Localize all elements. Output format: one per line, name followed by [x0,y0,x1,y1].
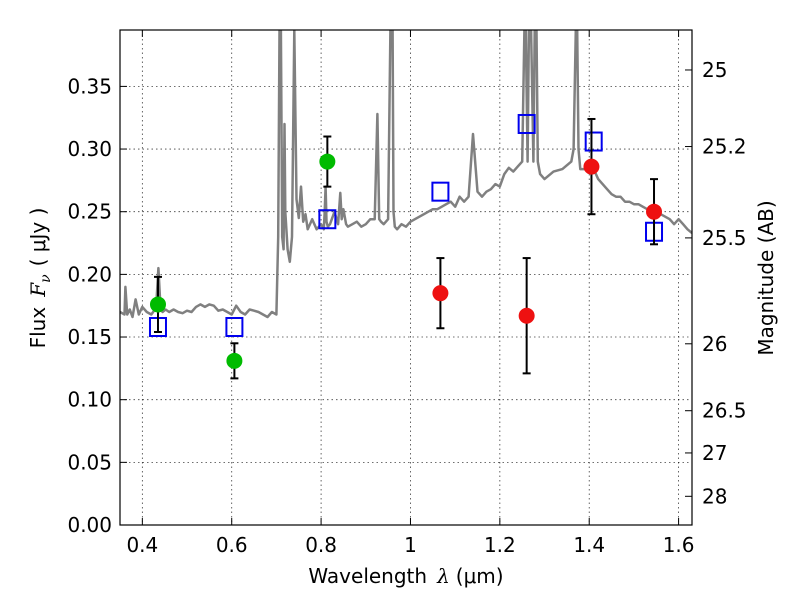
x-tick-label: 1.2 [484,533,516,557]
x-tick-label: 1.4 [573,533,605,557]
x-tick-label: 0.6 [216,533,248,557]
plot-frame [119,29,693,526]
x-tick-label: 0.8 [305,533,337,557]
x-tick-label: 1.6 [663,533,695,557]
model-spectrum [120,30,692,319]
observed-point [149,296,166,313]
x-tick-label: 1 [404,533,417,557]
model-photometry-square [517,113,536,134]
y-axis-label: FluxFν( μJy ) [26,208,54,349]
model-photometry-square [225,317,244,337]
y2-tick-label: 25.5 [702,226,747,250]
observed-point [518,307,535,324]
y2-tick-label: 27 [702,441,727,465]
observed-point [646,203,663,220]
model-photometry-square [584,131,603,152]
y2-tick-label: 25 [702,58,727,82]
secondary-y-axis-label: Magnitude (AB) [754,200,778,355]
x-tick-label: 0.4 [126,533,158,557]
model-photometry-square [431,181,450,202]
axis-ticks: 0.4 0.6 0.8 1 1.2 1.4 1.6 0.00 0.05 0.10 0.15 0.20 0… [67,30,747,557]
y-tick-label: 0.30 [67,137,112,161]
observed-point [432,285,449,302]
y2-tick-label: 28 [702,484,727,508]
x-axis-label: Wavelength λ (μm) [308,564,503,588]
observed-point [226,352,243,369]
grid [120,30,692,526]
y-tick-label: 0.00 [67,513,112,537]
y-tick-label: 0.05 [67,450,112,474]
y-tick-label: 0.10 [67,388,112,412]
observed-point [319,153,336,170]
data-points [148,113,664,380]
y-tick-label: 0.25 [67,200,112,224]
y2-tick-label: 25.2 [702,135,747,159]
y-tick-label: 0.15 [67,325,112,349]
y-tick-label: 0.20 [67,262,112,286]
spectrum-line [120,30,692,319]
y2-tick-label: 26 [702,332,727,356]
model-photometry-square [318,209,337,230]
y2-tick-label: 26.5 [702,399,747,423]
observed-point [583,158,600,175]
y-tick-label: 0.35 [67,74,112,98]
